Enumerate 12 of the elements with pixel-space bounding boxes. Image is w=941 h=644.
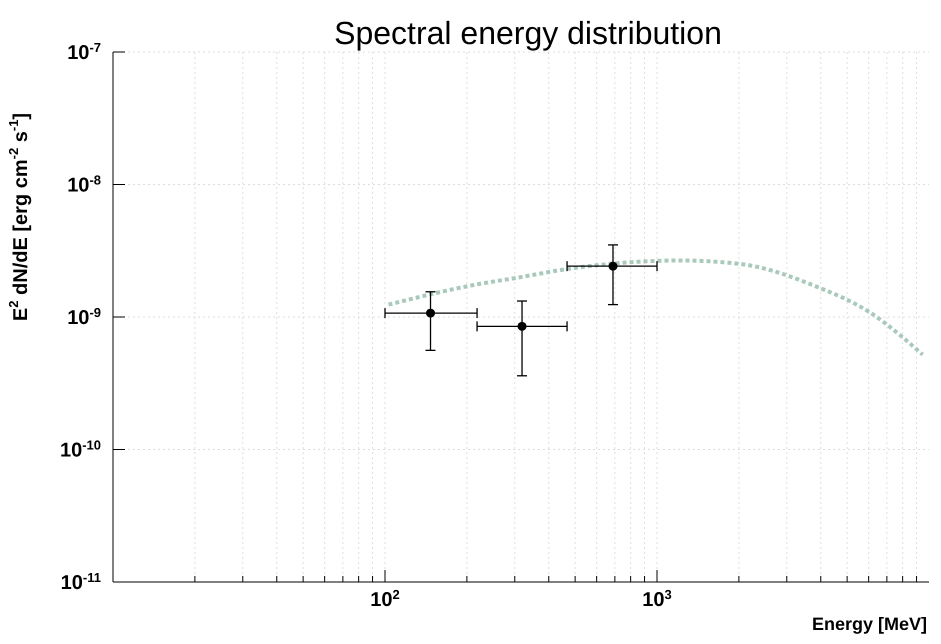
- y-tick-label: 10$^{-10}$: [60, 437, 101, 462]
- point: [426, 308, 436, 318]
- x-tick-label: 10$^{3}$: [642, 586, 672, 611]
- y-tick-label: 10$^{-11}$: [60, 570, 101, 594]
- x-tick-label: 10$^{2}$: [370, 586, 400, 611]
- chart-title: Spectral energy distribution: [334, 15, 722, 51]
- point: [608, 262, 618, 271]
- y-tick-label: 10$^{-9}$: [67, 304, 101, 329]
- y-tick-label: 10$^{-8}$: [67, 172, 101, 196]
- point: [518, 322, 527, 331]
- y-tick-label: 10$^{-7}$: [67, 40, 101, 64]
- x-axis-title: Energy [MeV]: [812, 614, 927, 634]
